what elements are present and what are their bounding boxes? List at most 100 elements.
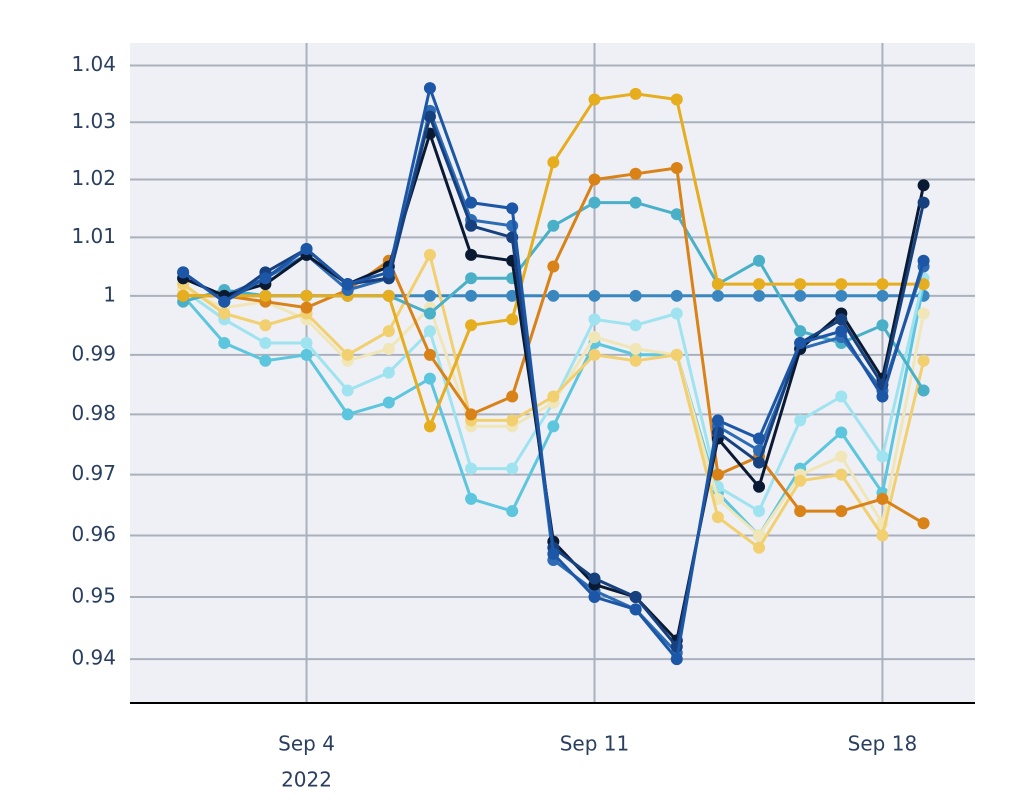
series-marker <box>711 278 724 291</box>
series-marker <box>588 572 601 585</box>
series-marker <box>506 505 519 518</box>
series-marker <box>547 547 560 560</box>
series-marker <box>876 390 889 403</box>
series-marker <box>753 480 766 493</box>
series-marker <box>465 248 478 261</box>
series-marker <box>629 289 642 302</box>
series-marker <box>341 278 354 291</box>
series-marker <box>753 432 766 445</box>
y-tick-label: 1.04 <box>71 52 116 76</box>
series-marker <box>588 289 601 302</box>
series-marker <box>753 254 766 267</box>
series-marker <box>670 289 683 302</box>
series-marker <box>423 248 436 261</box>
y-tick-label: 0.99 <box>71 341 116 365</box>
series-marker <box>423 420 436 433</box>
x-tick-label: Sep 18 <box>848 732 918 756</box>
series-marker <box>259 272 272 285</box>
series-marker <box>547 289 560 302</box>
y-tick-label: 1.02 <box>71 166 116 190</box>
series-marker <box>917 278 930 291</box>
series-marker <box>423 348 436 361</box>
series-marker <box>300 301 313 314</box>
plot-background <box>130 43 975 703</box>
series-marker <box>835 450 848 463</box>
y-tick-label: 1.03 <box>71 109 116 133</box>
series-marker <box>218 307 231 320</box>
series-marker <box>876 319 889 332</box>
series-marker <box>547 420 560 433</box>
series-marker <box>670 93 683 106</box>
series-marker <box>835 390 848 403</box>
series-marker <box>259 319 272 332</box>
series-marker <box>753 456 766 469</box>
series-marker <box>547 390 560 403</box>
series-marker <box>423 307 436 320</box>
series-marker <box>382 289 395 302</box>
series-marker <box>917 517 930 530</box>
series-marker <box>629 87 642 100</box>
series-marker <box>382 342 395 355</box>
series-marker <box>835 289 848 302</box>
series-marker <box>465 289 478 302</box>
series-marker <box>917 354 930 367</box>
series-marker <box>711 414 724 427</box>
series-marker <box>465 272 478 285</box>
series-marker <box>300 336 313 349</box>
series-marker <box>629 167 642 180</box>
series-marker <box>835 468 848 481</box>
series-marker <box>588 590 601 603</box>
series-marker <box>588 313 601 326</box>
series-marker <box>917 307 930 320</box>
series-marker <box>506 289 519 302</box>
series-marker <box>423 110 436 123</box>
series-marker <box>711 511 724 524</box>
series-marker <box>794 414 807 427</box>
series-marker <box>876 492 889 505</box>
series-marker <box>423 325 436 338</box>
y-tick-label: 1.01 <box>71 224 116 248</box>
y-tick-label: 0.94 <box>71 646 116 670</box>
series-marker <box>794 474 807 487</box>
series-marker <box>794 325 807 338</box>
series-marker <box>300 348 313 361</box>
series-marker <box>670 348 683 361</box>
series-marker <box>465 492 478 505</box>
series-marker <box>711 289 724 302</box>
series-marker <box>382 325 395 338</box>
x-tick-label: Sep 11 <box>560 732 630 756</box>
series-marker <box>382 366 395 379</box>
series-marker <box>588 173 601 186</box>
series-marker <box>876 529 889 542</box>
series-marker <box>670 208 683 221</box>
series-marker <box>753 541 766 554</box>
y-tick-label: 0.97 <box>71 461 116 485</box>
series-marker <box>382 396 395 409</box>
series-marker <box>341 408 354 421</box>
series-marker <box>259 354 272 367</box>
series-marker <box>835 505 848 518</box>
series-marker <box>547 156 560 169</box>
series-marker <box>670 307 683 320</box>
series-marker <box>753 278 766 291</box>
series-marker <box>794 505 807 518</box>
series-marker <box>876 450 889 463</box>
series-marker <box>588 93 601 106</box>
y-tick-label: 1 <box>103 282 116 306</box>
series-marker <box>465 219 478 232</box>
series-marker <box>506 414 519 427</box>
series-marker <box>753 505 766 518</box>
series-marker <box>629 354 642 367</box>
series-marker <box>465 462 478 475</box>
series-marker <box>506 390 519 403</box>
series-marker <box>876 289 889 302</box>
series-marker <box>177 266 190 279</box>
series-marker <box>506 202 519 215</box>
series-marker <box>753 289 766 302</box>
series-marker <box>835 313 848 326</box>
series-marker <box>259 336 272 349</box>
series-marker <box>876 278 889 291</box>
series-marker <box>835 426 848 439</box>
y-tick-label: 0.98 <box>71 401 116 425</box>
